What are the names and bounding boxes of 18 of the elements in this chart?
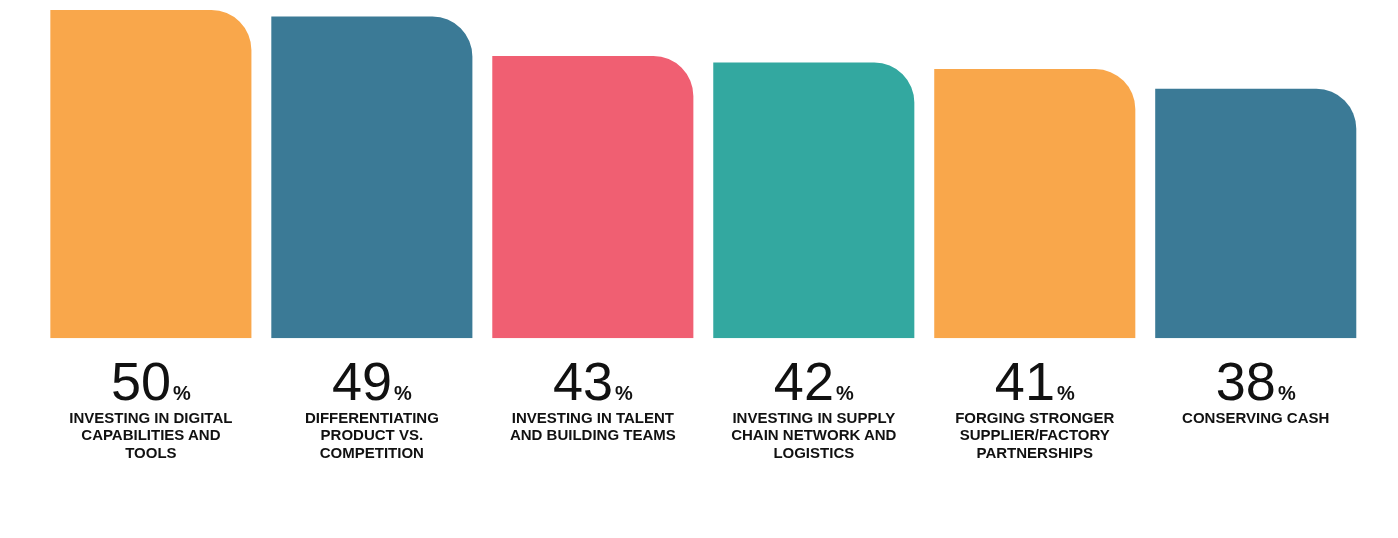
x-tick-label: DIFFERENTIATING PRODUCT VS. COMPETITION: [304, 409, 439, 461]
x-tick-label: INVESTING IN TALENT AND BUILDING TEAMS: [509, 409, 676, 444]
x-tick-label: INVESTING IN DIGITAL CAPABILITIES AND TOOLS: [69, 409, 233, 461]
data-label: 38%: [1215, 351, 1296, 412]
bar: [934, 69, 1136, 339]
bar: [713, 62, 915, 339]
x-tick-label: INVESTING IN SUPPLY CHAIN NETWORK AND LOGISTICS: [731, 409, 897, 461]
bar: [1155, 88, 1357, 339]
data-label: 50%: [110, 351, 192, 412]
bar: [492, 55, 694, 339]
x-tick-label: CONSERVING CASH: [1182, 409, 1330, 427]
data-label: 41%: [994, 351, 1075, 412]
data-label: 42%: [773, 351, 854, 412]
data-label: 43%: [552, 351, 633, 412]
bar: [271, 16, 473, 339]
bar: [50, 10, 252, 339]
data-label: 49%: [331, 351, 412, 412]
x-tick-label: FORGING STRONGER SUPPLIER/FACTORY PARTNERSHIPS: [955, 409, 1115, 461]
